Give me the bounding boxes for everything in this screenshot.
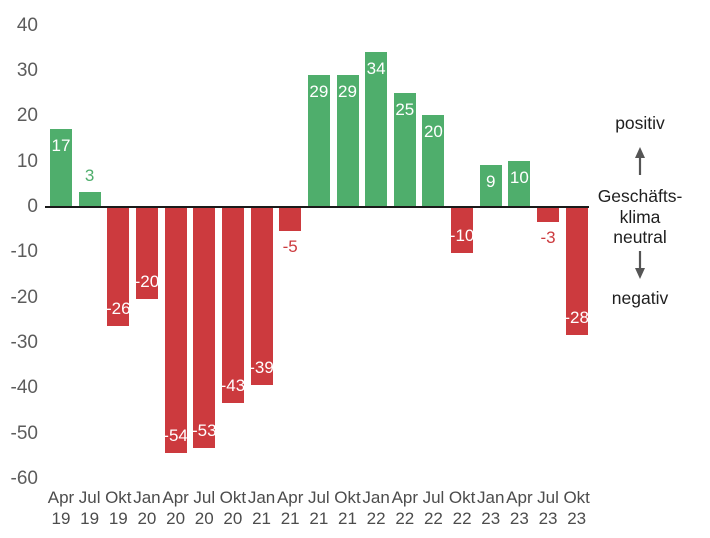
bar-apr-20	[164, 208, 187, 453]
bar-value-label: -43	[220, 375, 246, 395]
legend-neutral-line-2: klima	[619, 206, 661, 227]
bar-jan-23	[479, 165, 502, 206]
bar-jul-22	[422, 115, 445, 206]
bar-okt-21	[336, 74, 359, 206]
bar-apr-23	[508, 160, 531, 206]
bar-apr-19	[50, 128, 72, 206]
bar-value-label: -5	[282, 236, 298, 256]
y-tick-label: -30	[10, 331, 38, 353]
x-tick-label: Okt 20	[219, 488, 247, 528]
bar-jul-19	[78, 192, 101, 206]
arrow-down-icon	[635, 251, 645, 279]
bar-value-label: -28	[564, 307, 589, 327]
y-tick-label: -10	[10, 241, 38, 263]
x-tick-label: Jul 23	[537, 488, 559, 528]
bar-jan-21	[250, 208, 273, 385]
x-tick-label: Jul 20	[193, 488, 216, 528]
y-tick-label: -40	[10, 377, 38, 399]
y-tick-label: 30	[16, 60, 38, 82]
x-tick-label: Jan 22	[362, 488, 390, 528]
bar-value-label: -10	[449, 226, 475, 246]
x-tick-label: Jul 21	[307, 488, 330, 528]
bar-value-label: -39	[249, 357, 274, 377]
y-tick-label: 20	[16, 105, 38, 127]
x-tick-label: Apr 20	[162, 488, 189, 528]
x-tick-label: Jan 20	[133, 488, 161, 528]
x-tick-label: Okt 21	[334, 488, 361, 528]
bar-value-label: -20	[134, 271, 160, 291]
x-tick-label: Apr 23	[506, 488, 533, 528]
legend-neutral-line-3: neutral	[613, 227, 667, 247]
legend-negative-label: negativ	[611, 288, 669, 308]
bar-value-label: -53	[191, 421, 217, 441]
bar-apr-21	[279, 208, 302, 231]
bar-value-label: 3	[84, 166, 95, 186]
y-tick-label: -20	[10, 286, 38, 308]
arrow-up-icon	[635, 147, 645, 175]
zero-axis-line	[45, 206, 589, 208]
bar-jul-23	[537, 208, 560, 222]
y-tick-label: 10	[16, 150, 38, 172]
bar-okt-20	[221, 208, 244, 403]
x-tick-label: Apr 22	[391, 488, 419, 528]
bar-value-label: 34	[366, 58, 386, 78]
bar-value-label: -26	[106, 298, 131, 318]
x-tick-label: Apr 19	[47, 488, 75, 528]
y-tick-label: 0	[27, 196, 38, 217]
x-tick-label: Okt 19	[105, 488, 132, 528]
legend-neutral-label: Geschäfts- klima neutral	[585, 186, 695, 248]
bar-value-label: -3	[540, 227, 556, 247]
bar-jul-20	[193, 208, 216, 449]
x-tick-label: Jul 19	[78, 488, 101, 528]
bar-value-label: 29	[309, 81, 329, 101]
bar-okt-19	[107, 208, 130, 326]
bar-jan-20	[135, 208, 158, 299]
bar-value-label: 29	[338, 81, 357, 101]
y-tick-label: -60	[10, 467, 38, 489]
x-tick-label: Apr 21	[276, 488, 304, 528]
bar-okt-23	[565, 208, 588, 335]
bar-value-label: 9	[486, 172, 496, 192]
x-tick-label: Jan 23	[477, 488, 505, 528]
bar-okt-22	[451, 208, 474, 254]
bar-value-label: 10	[509, 167, 529, 187]
bar-value-label: 17	[51, 135, 71, 155]
bar-value-label: -54	[163, 425, 188, 445]
x-tick-label: Okt 22	[448, 488, 476, 528]
x-tick-label: Okt 23	[563, 488, 590, 528]
legend-positive-label: positiv	[615, 113, 665, 133]
bar-jan-22	[365, 51, 388, 206]
bar-apr-22	[393, 92, 416, 206]
y-tick-label: 40	[16, 14, 38, 36]
y-tick-label: -50	[10, 422, 38, 444]
bar-value-label: 20	[423, 122, 443, 142]
x-tick-label: Jan 21	[247, 488, 276, 528]
x-tick-label: Jul 22	[422, 488, 445, 528]
bar-value-label: 25	[395, 99, 415, 119]
legend-neutral-line-1: Geschäfts-	[597, 186, 683, 206]
bar-jul-21	[307, 74, 330, 206]
